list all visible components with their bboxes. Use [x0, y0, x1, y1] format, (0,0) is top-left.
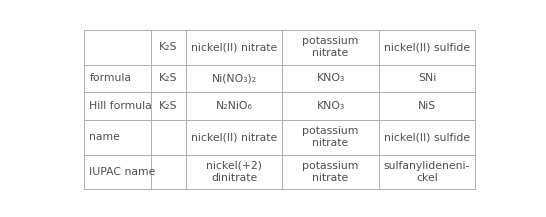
Text: nickel(II) nitrate: nickel(II) nitrate	[191, 132, 277, 142]
Text: IUPAC name: IUPAC name	[90, 167, 156, 177]
Text: potassium
nitrate: potassium nitrate	[302, 36, 359, 58]
Text: nickel(II) sulfide: nickel(II) sulfide	[384, 42, 470, 52]
Text: K₂S: K₂S	[159, 101, 178, 111]
Text: KNO₃: KNO₃	[317, 73, 345, 83]
Text: KNO₃: KNO₃	[317, 101, 345, 111]
Text: nickel(II) sulfide: nickel(II) sulfide	[384, 132, 470, 142]
Text: nickel(II) nitrate: nickel(II) nitrate	[191, 42, 277, 52]
Text: K₂S: K₂S	[159, 73, 178, 83]
Text: name: name	[90, 132, 120, 142]
Text: SNi: SNi	[418, 73, 436, 83]
Text: nickel(+2)
dinitrate: nickel(+2) dinitrate	[206, 161, 262, 183]
Text: Ni(NO₃)₂: Ni(NO₃)₂	[211, 73, 257, 83]
Text: N₂NiO₆: N₂NiO₆	[216, 101, 253, 111]
Text: sulfanylideneni-
ckel: sulfanylideneni- ckel	[384, 161, 470, 183]
Text: potassium
nitrate: potassium nitrate	[302, 126, 359, 148]
Text: Hill formula: Hill formula	[90, 101, 152, 111]
Text: potassium
nitrate: potassium nitrate	[302, 161, 359, 183]
Text: NiS: NiS	[418, 101, 436, 111]
Text: K₂S: K₂S	[159, 42, 178, 52]
Text: formula: formula	[90, 73, 132, 83]
